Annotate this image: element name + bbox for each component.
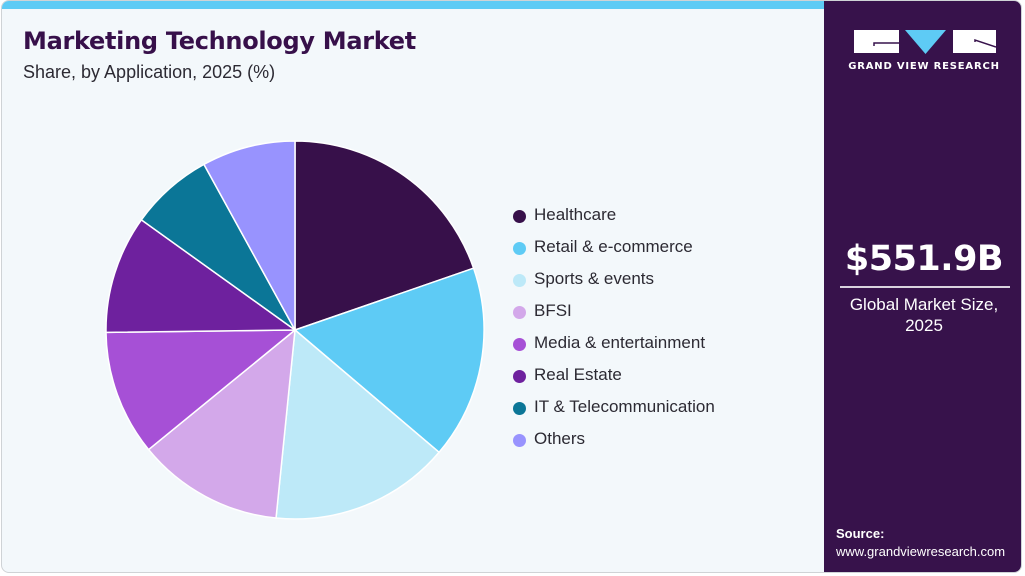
legend-item-media: Media & entertainment: [513, 333, 715, 365]
legend-label: Retail & e-commerce: [534, 237, 693, 256]
pie-slice-sports-events: [275, 328, 441, 520]
pie-slices: [105, 140, 485, 520]
pie-slice-healthcare: [294, 140, 475, 332]
legend-item-bfsi: BFSI: [513, 301, 715, 333]
legend-dot-icon: [513, 274, 526, 287]
legend-item-healthcare: Healthcare: [513, 205, 715, 237]
legend-label: Real Estate: [534, 365, 622, 384]
legend-dot-icon: [513, 242, 526, 255]
summary-panel: GRAND VIEW RESEARCH $551.9B Global Marke…: [824, 1, 1021, 572]
pie-slice-others: [202, 140, 296, 331]
source-link[interactable]: www.grandviewresearch.com: [836, 544, 1006, 559]
pie-chart: [105, 140, 485, 520]
legend-dot-icon: [513, 370, 526, 383]
legend-item-retail: Retail & e-commerce: [513, 237, 715, 269]
legend-dot-icon: [513, 338, 526, 351]
legend-label: Healthcare: [534, 205, 617, 224]
pie-slice-real-estate: [105, 218, 298, 334]
accent-top-bar: [2, 1, 824, 9]
legend-label: IT & Telecommunication: [534, 397, 715, 416]
divider: [840, 286, 1010, 288]
legend-item-real-estate: Real Estate: [513, 365, 715, 397]
logo-wordmark: GRAND VIEW RESEARCH: [848, 61, 1000, 72]
pie-slice-bfsi: [147, 328, 296, 519]
legend-item-it-telecom: IT & Telecommunication: [513, 397, 715, 429]
market-size-label-line2: 2025: [905, 316, 943, 335]
chart-subtitle: Share, by Application, 2025 (%): [23, 62, 276, 82]
legend-label: Media & entertainment: [534, 333, 706, 352]
pie-slice-retail-e-commerce: [293, 267, 485, 454]
legend-dot-icon: [513, 434, 526, 447]
market-size-value: $551.9B: [844, 239, 1004, 279]
market-size-label: Global Market Size, 2025: [824, 294, 1021, 336]
legend-dot-icon: [513, 210, 526, 223]
legend-label: Sports & events: [534, 269, 655, 288]
legend-item-others: Others: [513, 429, 715, 461]
pie-slice-media-entertainment: [105, 329, 298, 451]
legend-label: Others: [534, 429, 586, 448]
market-size-label-line1: Global Market Size,: [849, 295, 999, 314]
legend-dot-icon: [513, 306, 526, 319]
chart-legend: Healthcare Retail & e-commerce Sports & …: [513, 205, 715, 461]
legend-label: BFSI: [534, 301, 572, 320]
chart-title: Marketing Technology Market: [23, 27, 416, 55]
source-label: Source:: [836, 526, 885, 541]
grand-view-research-logo-icon: [854, 30, 996, 54]
legend-item-sports: Sports & events: [513, 269, 715, 301]
legend-dot-icon: [513, 402, 526, 415]
